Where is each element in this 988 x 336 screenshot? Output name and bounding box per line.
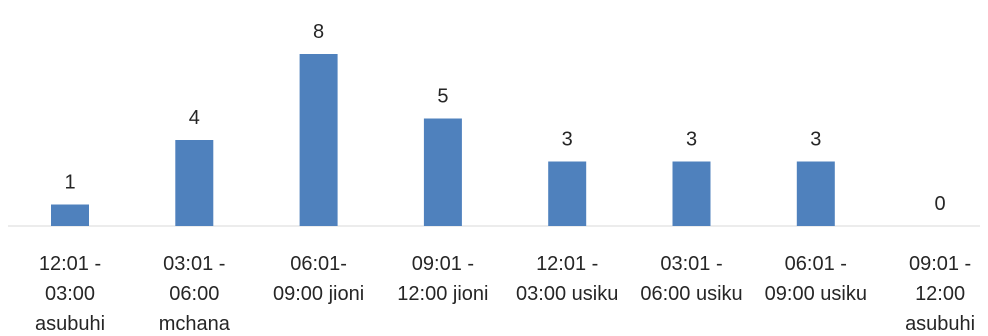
data-labels-layer: 1 4 8 5 3 3 3 0 <box>64 21 945 215</box>
data-label-5: 3 <box>686 129 697 151</box>
x-tick-label-4: 12:01 -03:00 usiku <box>516 253 618 305</box>
data-label-3: 5 <box>437 86 448 108</box>
x-tick-label-3: 09:01 -12:00 jioni <box>397 253 488 305</box>
bar-1 <box>175 140 214 226</box>
bar-0 <box>51 204 89 226</box>
bar-6 <box>796 161 835 226</box>
data-label-2: 8 <box>313 21 324 43</box>
bar-5 <box>672 161 711 226</box>
x-tick-label-6: 06:01 -09:00 usiku <box>765 253 867 305</box>
bar-4 <box>548 161 587 226</box>
x-tick-label-5: 03:01 -06:00 usiku <box>640 253 742 305</box>
x-tick-label-2: 06:01-09:00 jioni <box>273 253 364 305</box>
bar-3 <box>423 118 462 226</box>
data-label-7: 0 <box>935 193 946 215</box>
x-tick-label-0: 12:01 -03:00 asubuhi <box>35 253 105 335</box>
data-label-6: 3 <box>810 129 821 151</box>
bar-2 <box>299 54 338 226</box>
data-label-0: 1 <box>64 172 75 194</box>
x-tick-labels: 12:01 -03:00 asubuhi 03:01 -06:00 mchana 06:… <box>35 253 975 335</box>
data-label-4: 3 <box>562 129 573 151</box>
x-tick-label-1: 03:01 -06:00 mchana <box>159 253 231 335</box>
data-label-1: 4 <box>189 107 200 129</box>
x-tick-label-7: 09:01 -12:00 asubuhi <box>905 253 975 335</box>
bars-layer <box>51 54 835 226</box>
